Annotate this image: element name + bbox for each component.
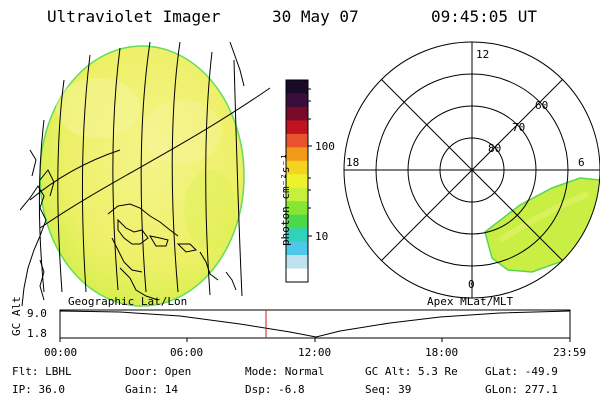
colorbar-segment (286, 255, 308, 270)
colorbar-segment (286, 174, 308, 189)
colorbar-segment (286, 93, 308, 108)
colorbar-frame (285, 79, 309, 283)
colorbar-segment (286, 228, 308, 243)
timeline-y-label: GC Alt (10, 296, 23, 336)
geographic-label: Geographic Lat/Lon (68, 295, 188, 308)
colorbar-segment (286, 133, 308, 148)
timeline-y-tick: 1.8 (27, 327, 47, 340)
mlt-label-6: 6 (578, 156, 585, 169)
colorbar-segment (286, 147, 308, 162)
status-seq: Seq: 39 (365, 383, 412, 396)
emission-patch (142, 100, 222, 164)
date-label: 30 May 07 (272, 7, 359, 26)
status-glon: GLon: 277.1 (485, 383, 558, 396)
timeline-x-tick: 06:00 (170, 346, 204, 359)
status-mode: Mode: Normal (245, 365, 325, 378)
status-ip: IP: 36.0 (12, 383, 65, 396)
status-glat: GLat: -49.9 (485, 365, 558, 378)
mlt-label-12: 12 (476, 48, 490, 61)
status-gain: Gain: 14 (125, 383, 178, 396)
timeline-y-tick: 9.0 (27, 307, 47, 320)
mlt-label-18: 18 (346, 156, 360, 169)
apex-label: Apex MLat/MLT (427, 295, 514, 308)
colorbar-segment (286, 120, 308, 135)
colorbar-segment (286, 201, 308, 216)
time-label: 09:45:05 UT (431, 7, 537, 26)
timeline-x-tick: 12:00 (298, 346, 332, 359)
colorbar-segment (286, 241, 308, 256)
colorbar-segment (286, 268, 308, 283)
timeline-frame (59, 309, 571, 339)
status-dsp: Dsp: -6.8 (245, 383, 305, 396)
latitude-lines (29, 87, 271, 229)
status-door: Door: Open (125, 365, 192, 378)
timeline-ticks (59, 338, 571, 342)
colorbar-unit-label: photon cm⁻²s⁻¹ (279, 153, 292, 246)
emission-patch (184, 170, 236, 250)
mlat-label-80: 80 (488, 142, 502, 155)
mlat-label-70: 70 (512, 121, 526, 134)
colorbar-segment (286, 214, 308, 229)
mlat-label-60: 60 (535, 99, 549, 112)
emission-patch (56, 78, 140, 138)
timeline-x-tick: 18:00 (425, 346, 459, 359)
status-gc-alt: GC Alt: 5.3 Re (365, 365, 458, 378)
timeline-x-tick: 00:00 (44, 346, 78, 359)
altitude-curve (59, 310, 571, 338)
colorbar-segment (286, 80, 308, 94)
polar-grid (343, 41, 600, 299)
colorbar-segment (286, 187, 308, 202)
instrument-title: Ultraviolet Imager (47, 7, 221, 26)
altitude-timeline (59, 309, 571, 342)
meridian-lines (39, 41, 245, 297)
colorbar-tick-label: 10 (315, 230, 329, 243)
timeline-x-tick: 23:59 (553, 346, 587, 359)
colorbar-segment (286, 106, 308, 121)
colorbar-tick-label: 100 (315, 140, 335, 153)
status-filter: Flt: LBHL (12, 365, 72, 378)
auroral-oval-region (484, 177, 600, 273)
geographic-map (20, 41, 271, 307)
polar-plot (343, 41, 600, 299)
mlt-label-0: 0 (468, 278, 475, 291)
colorbar (285, 79, 312, 283)
colorbar-segment (286, 160, 308, 175)
coastline (20, 149, 237, 307)
